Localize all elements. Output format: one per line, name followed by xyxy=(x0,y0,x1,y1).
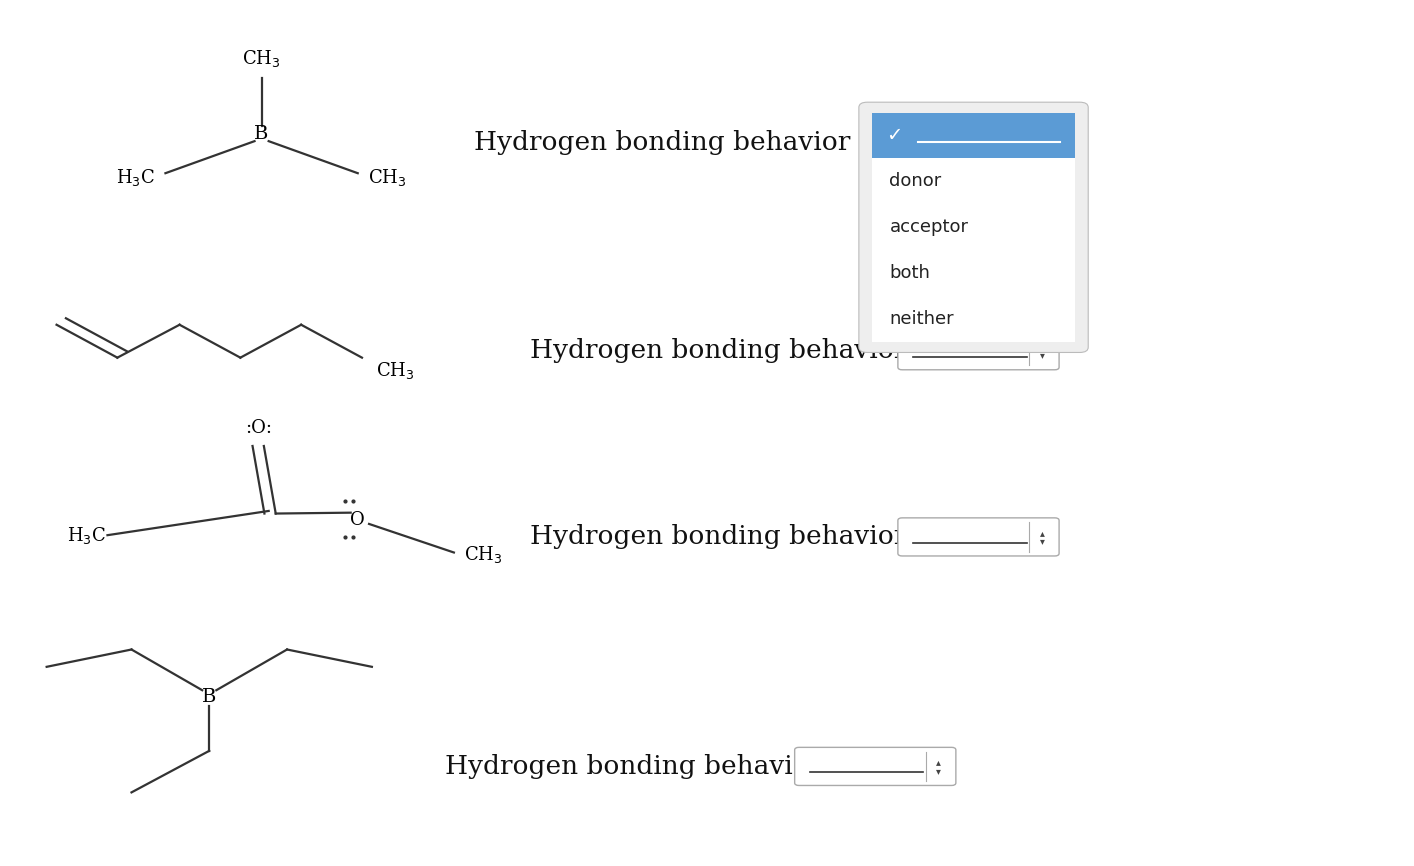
FancyBboxPatch shape xyxy=(898,332,1059,370)
Text: ✓: ✓ xyxy=(887,126,904,145)
Text: CH$_3$: CH$_3$ xyxy=(368,167,406,188)
Text: neither: neither xyxy=(889,310,954,328)
FancyBboxPatch shape xyxy=(898,518,1059,556)
Text: CH$_3$: CH$_3$ xyxy=(242,48,281,69)
Bar xyxy=(872,250,1075,296)
Text: :O:: :O: xyxy=(245,419,273,437)
Text: both: both xyxy=(889,264,930,282)
Text: O: O xyxy=(351,511,365,528)
Text: donor: donor xyxy=(889,172,942,191)
Bar xyxy=(872,158,1075,204)
Text: Hydrogen bonding behavior: Hydrogen bonding behavior xyxy=(445,754,822,779)
Bar xyxy=(872,204,1075,250)
Bar xyxy=(872,113,1075,158)
Text: B: B xyxy=(202,688,216,706)
FancyBboxPatch shape xyxy=(858,102,1089,352)
Text: acceptor: acceptor xyxy=(889,218,969,236)
Text: ▴
▾: ▴ ▾ xyxy=(936,757,942,776)
Text: ▴
▾: ▴ ▾ xyxy=(1039,527,1045,546)
Text: H$_3$C: H$_3$C xyxy=(116,167,156,188)
Text: Hydrogen bonding behavior: Hydrogen bonding behavior xyxy=(474,131,850,155)
Text: Hydrogen bonding behavior: Hydrogen bonding behavior xyxy=(530,339,906,363)
FancyBboxPatch shape xyxy=(795,747,956,785)
Text: H$_3$C: H$_3$C xyxy=(66,525,106,546)
Text: ▴
▾: ▴ ▾ xyxy=(1039,341,1045,360)
Bar xyxy=(872,296,1075,342)
Text: B: B xyxy=(255,126,269,143)
Text: CH$_3$: CH$_3$ xyxy=(464,544,502,565)
Text: Hydrogen bonding behavior: Hydrogen bonding behavior xyxy=(530,525,906,549)
Text: CH$_3$: CH$_3$ xyxy=(376,360,414,381)
